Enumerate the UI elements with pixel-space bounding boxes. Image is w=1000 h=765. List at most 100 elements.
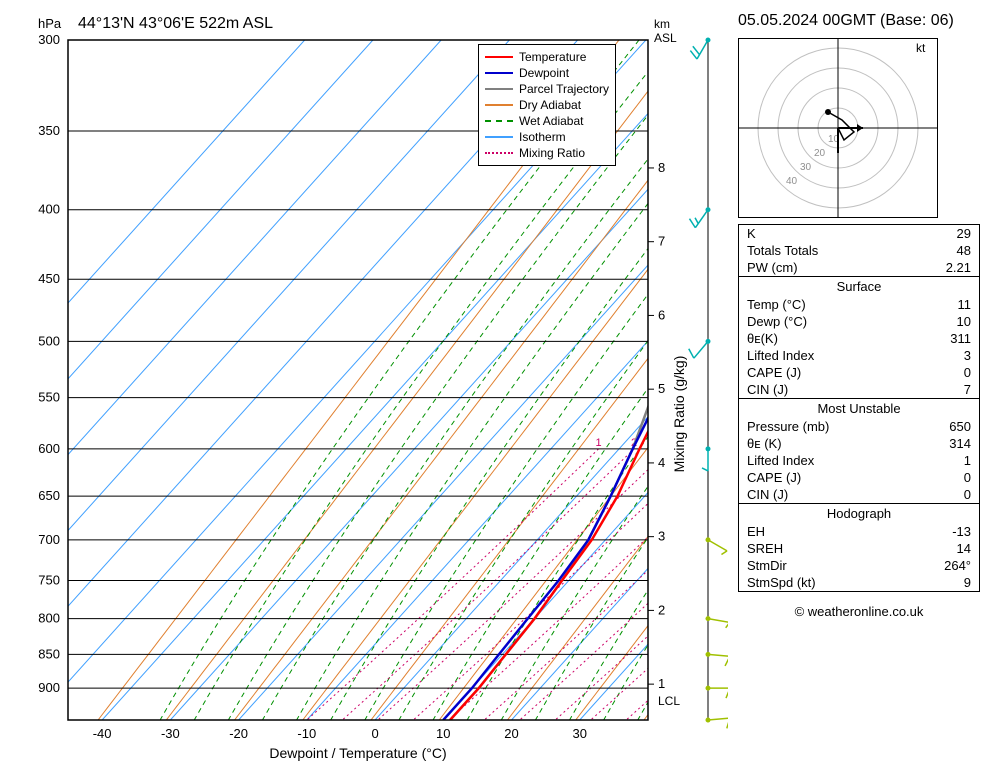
row-value: 48	[921, 243, 971, 258]
svg-text:-10: -10	[297, 726, 316, 741]
row-value: 3	[921, 348, 971, 363]
legend-label: Wet Adiabat	[519, 113, 584, 129]
svg-text:20: 20	[814, 148, 826, 159]
row-value: 264°	[921, 558, 971, 573]
row-label: Lifted Index	[747, 348, 921, 363]
row-value: 0	[921, 365, 971, 380]
table-row: Totals Totals48	[739, 242, 979, 259]
hodograph: kt10203040	[738, 38, 938, 218]
legend-item: Parcel Trajectory	[485, 81, 609, 97]
svg-text:LCL: LCL	[658, 694, 680, 708]
legend-label: Isotherm	[519, 129, 566, 145]
row-value: 1	[921, 453, 971, 468]
legend-item: Isotherm	[485, 129, 609, 145]
chart-legend: TemperatureDewpointParcel TrajectoryDry …	[478, 44, 616, 166]
row-value: 314	[921, 436, 971, 451]
legend-swatch	[485, 56, 513, 58]
table-row: CAPE (J)0	[739, 364, 979, 381]
legend-swatch	[485, 72, 513, 74]
svg-text:1: 1	[658, 676, 665, 691]
legend-swatch	[485, 104, 513, 106]
legend-swatch	[485, 120, 513, 122]
svg-text:750: 750	[38, 573, 60, 588]
svg-text:550: 550	[38, 390, 60, 405]
table-row: Lifted Index1	[739, 452, 979, 469]
table-row: SREH14	[739, 540, 979, 557]
row-label: CIN (J)	[747, 487, 921, 502]
svg-text:400: 400	[38, 202, 60, 217]
row-label: EH	[747, 524, 921, 539]
row-value: 14	[921, 541, 971, 556]
legend-item: Temperature	[485, 49, 609, 65]
table-row: CAPE (J)0	[739, 469, 979, 486]
row-value: 0	[921, 470, 971, 485]
svg-text:1: 1	[596, 437, 602, 449]
row-value: 0	[921, 487, 971, 502]
timestamp: 05.05.2024 00GMT (Base: 06)	[738, 8, 980, 32]
row-value: 650	[921, 419, 971, 434]
svg-text:500: 500	[38, 333, 60, 348]
mu-header: Most Unstable	[739, 398, 979, 418]
row-label: SREH	[747, 541, 921, 556]
svg-text:5: 5	[658, 381, 665, 396]
indices-table: K29Totals Totals48PW (cm)2.21 Surface Te…	[738, 224, 980, 592]
table-row: EH-13	[739, 523, 979, 540]
legend-item: Mixing Ratio	[485, 145, 609, 161]
row-value: 2.21	[921, 260, 971, 275]
legend-item: Dry Adiabat	[485, 97, 609, 113]
svg-text:-20: -20	[229, 726, 248, 741]
table-row: Lifted Index3	[739, 347, 979, 364]
table-row: Dewp (°C)10	[739, 313, 979, 330]
svg-text:650: 650	[38, 488, 60, 503]
svg-text:850: 850	[38, 646, 60, 661]
legend-label: Dewpoint	[519, 65, 569, 81]
svg-text:8: 8	[658, 160, 665, 175]
svg-text:600: 600	[38, 441, 60, 456]
row-label: CAPE (J)	[747, 365, 921, 380]
svg-text:3: 3	[658, 529, 665, 544]
svg-text:40: 40	[786, 176, 798, 187]
surface-header: Surface	[739, 276, 979, 296]
row-value: 9	[921, 575, 971, 590]
legend-swatch	[485, 152, 513, 154]
svg-text:800: 800	[38, 611, 60, 626]
svg-text:km: km	[654, 17, 670, 31]
row-label: PW (cm)	[747, 260, 921, 275]
svg-text:30: 30	[800, 162, 812, 173]
row-label: θᴇ(K)	[747, 331, 921, 346]
row-label: Pressure (mb)	[747, 419, 921, 434]
svg-text:6: 6	[658, 307, 665, 322]
row-value: 311	[921, 331, 971, 346]
legend-label: Temperature	[519, 49, 586, 65]
svg-text:450: 450	[38, 271, 60, 286]
svg-text:4: 4	[658, 455, 665, 470]
table-row: Temp (°C)11	[739, 296, 979, 313]
row-value: 7	[921, 382, 971, 397]
row-value: 10	[921, 314, 971, 329]
svg-text:-40: -40	[93, 726, 112, 741]
row-value: -13	[921, 524, 971, 539]
svg-text:Mixing Ratio (g/kg): Mixing Ratio (g/kg)	[671, 356, 687, 473]
row-label: CAPE (J)	[747, 470, 921, 485]
legend-label: Parcel Trajectory	[519, 81, 609, 97]
svg-text:30: 30	[573, 726, 587, 741]
svg-text:700: 700	[38, 532, 60, 547]
skewt-chart: 1234568101520253003504004505005506006507…	[8, 8, 728, 765]
row-label: Lifted Index	[747, 453, 921, 468]
svg-text:10: 10	[436, 726, 450, 741]
table-row: CIN (J)0	[739, 486, 979, 503]
row-value: 29	[921, 226, 971, 241]
svg-text:300: 300	[38, 32, 60, 47]
table-row: StmSpd (kt)9	[739, 574, 979, 591]
svg-text:20: 20	[504, 726, 518, 741]
svg-text:Dewpoint / Temperature (°C): Dewpoint / Temperature (°C)	[269, 745, 446, 761]
table-row: θᴇ (K)314	[739, 435, 979, 452]
skewt-svg: 1234568101520253003504004505005506006507…	[8, 8, 728, 765]
legend-item: Dewpoint	[485, 65, 609, 81]
svg-text:7: 7	[658, 234, 665, 249]
hodo-header: Hodograph	[739, 503, 979, 523]
row-label: Totals Totals	[747, 243, 921, 258]
copyright: © weatheronline.co.uk	[738, 598, 980, 619]
table-row: CIN (J)7	[739, 381, 979, 398]
legend-swatch	[485, 136, 513, 138]
